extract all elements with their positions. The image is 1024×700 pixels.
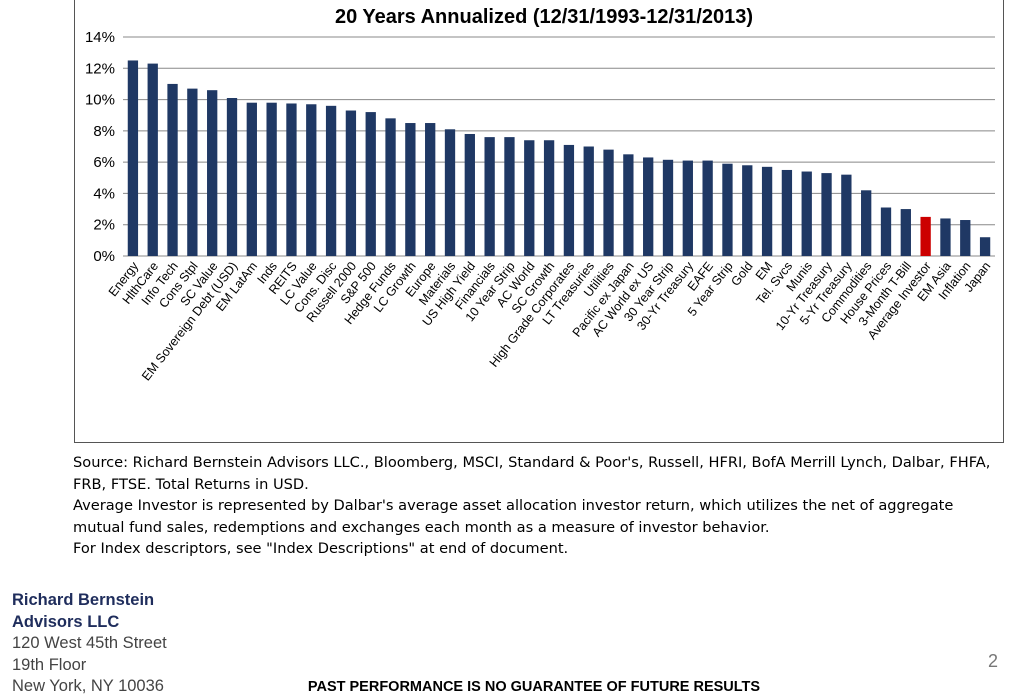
bar bbox=[385, 118, 396, 256]
source-notes: Source: Richard Bernstein Advisors LLC.,… bbox=[73, 452, 1008, 560]
note-source: Source: Richard Bernstein Advisors LLC.,… bbox=[73, 454, 991, 493]
bar bbox=[880, 207, 892, 256]
chart-frame: 20 Years Annualized (12/31/1993-12/31/20… bbox=[74, 0, 1004, 443]
bar bbox=[583, 146, 594, 256]
bar bbox=[563, 144, 575, 256]
bar bbox=[979, 237, 991, 256]
bar bbox=[781, 169, 793, 256]
y-tick-label: 12% bbox=[85, 60, 115, 77]
bar bbox=[147, 63, 158, 256]
bar bbox=[524, 140, 535, 256]
company-address-line1: 120 West 45th Street bbox=[12, 634, 167, 652]
bar bbox=[484, 137, 495, 256]
page-number: 2 bbox=[988, 651, 999, 671]
company-block: Richard Bernstein Advisors LLC 120 West … bbox=[12, 590, 167, 698]
y-tick-label: 6% bbox=[93, 154, 115, 171]
bar bbox=[187, 88, 198, 256]
bar-highlight bbox=[920, 216, 931, 256]
bar bbox=[167, 83, 178, 256]
y-tick-label: 2% bbox=[93, 217, 115, 234]
y-tick-label: 0% bbox=[93, 248, 115, 265]
bar bbox=[662, 159, 674, 256]
bar bbox=[623, 154, 634, 256]
y-tick-label: 8% bbox=[93, 123, 115, 140]
bar bbox=[246, 102, 257, 256]
bar bbox=[682, 160, 693, 256]
bar bbox=[365, 112, 376, 256]
note-index-descriptors: For Index descriptors, see "Index Descri… bbox=[73, 540, 569, 557]
bar bbox=[603, 149, 614, 256]
company-name-line2: Advisors LLC bbox=[12, 612, 120, 631]
bar bbox=[464, 133, 475, 256]
y-tick-label: 10% bbox=[85, 92, 115, 109]
bar bbox=[425, 123, 436, 257]
disclaimer: PAST PERFORMANCE IS NO GUARANTEE OF FUTU… bbox=[307, 679, 761, 695]
bar bbox=[722, 163, 733, 256]
bar bbox=[543, 140, 555, 256]
bar bbox=[940, 218, 951, 256]
company-address-line3: New York, NY 10036 bbox=[12, 677, 164, 695]
bar bbox=[306, 104, 317, 256]
bar bbox=[702, 160, 713, 256]
company-name-line1: Richard Bernstein bbox=[12, 591, 155, 609]
bar bbox=[801, 171, 812, 256]
bar bbox=[266, 102, 277, 256]
bar bbox=[127, 60, 139, 256]
company-address-line2: 19th Floor bbox=[12, 655, 87, 674]
bar bbox=[286, 103, 297, 256]
bar bbox=[504, 137, 515, 256]
bar bbox=[226, 98, 238, 256]
bar bbox=[643, 157, 654, 256]
bar bbox=[207, 90, 218, 256]
bar-chart: 20 Years Annualized (12/31/1993-12/31/20… bbox=[85, 6, 995, 383]
bar bbox=[405, 123, 416, 257]
bar bbox=[444, 129, 456, 256]
bar bbox=[821, 173, 832, 256]
x-category-label: Gold bbox=[728, 259, 755, 288]
bar bbox=[900, 209, 911, 256]
y-tick-label: 4% bbox=[93, 185, 115, 202]
bar bbox=[861, 190, 872, 256]
chart-title: 20 Years Annualized (12/31/1993-12/31/20… bbox=[335, 6, 753, 28]
bar bbox=[742, 165, 753, 256]
note-average-investor: Average Investor is represented by Dalba… bbox=[73, 497, 954, 536]
bar bbox=[960, 220, 971, 256]
bar bbox=[761, 166, 773, 256]
bar bbox=[325, 105, 337, 256]
bar bbox=[345, 110, 357, 257]
bar bbox=[841, 174, 852, 256]
y-tick-label: 14% bbox=[85, 29, 115, 46]
